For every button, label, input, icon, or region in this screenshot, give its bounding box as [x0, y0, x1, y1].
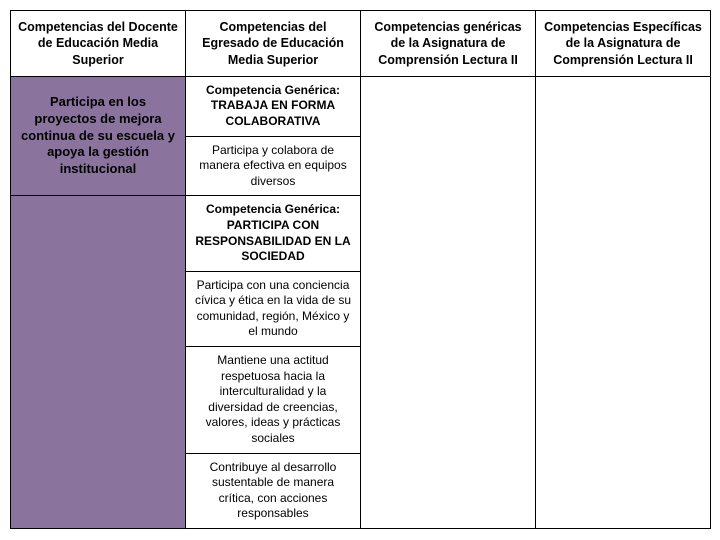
society-detail-3: Contribuye al desarrollo sustentable de …: [186, 453, 361, 528]
col3-empty: [361, 76, 536, 528]
col4-empty: [536, 76, 711, 528]
society-detail-1: Participa con una conciencia cívica y ét…: [186, 271, 361, 346]
docente-competency-cell: Participa en los proyectos de mejora con…: [11, 76, 186, 196]
row-1: Participa en los proyectos de mejora con…: [11, 76, 711, 136]
header-col1: Competencias del Docente de Educación Me…: [11, 11, 186, 77]
header-col3: Competencias genéricas de la Asignatura …: [361, 11, 536, 77]
left-blank: [11, 196, 186, 529]
generic-competency-society-title: Competencia Genérica: PARTICIPA CON RESP…: [186, 196, 361, 271]
competencies-table: Competencias del Docente de Educación Me…: [10, 10, 711, 529]
generic-competency-collab-title: Competencia Genérica: TRABAJA EN FORMA C…: [186, 76, 361, 136]
society-detail-2: Mantiene una actitud respetuosa hacia la…: [186, 347, 361, 454]
collab-detail: Participa y colabora de manera efectiva …: [186, 136, 361, 196]
header-col2: Competencias del Egresado de Educación M…: [186, 11, 361, 77]
header-row: Competencias del Docente de Educación Me…: [11, 11, 711, 77]
header-col4: Competencias Específicas de la Asignatur…: [536, 11, 711, 77]
